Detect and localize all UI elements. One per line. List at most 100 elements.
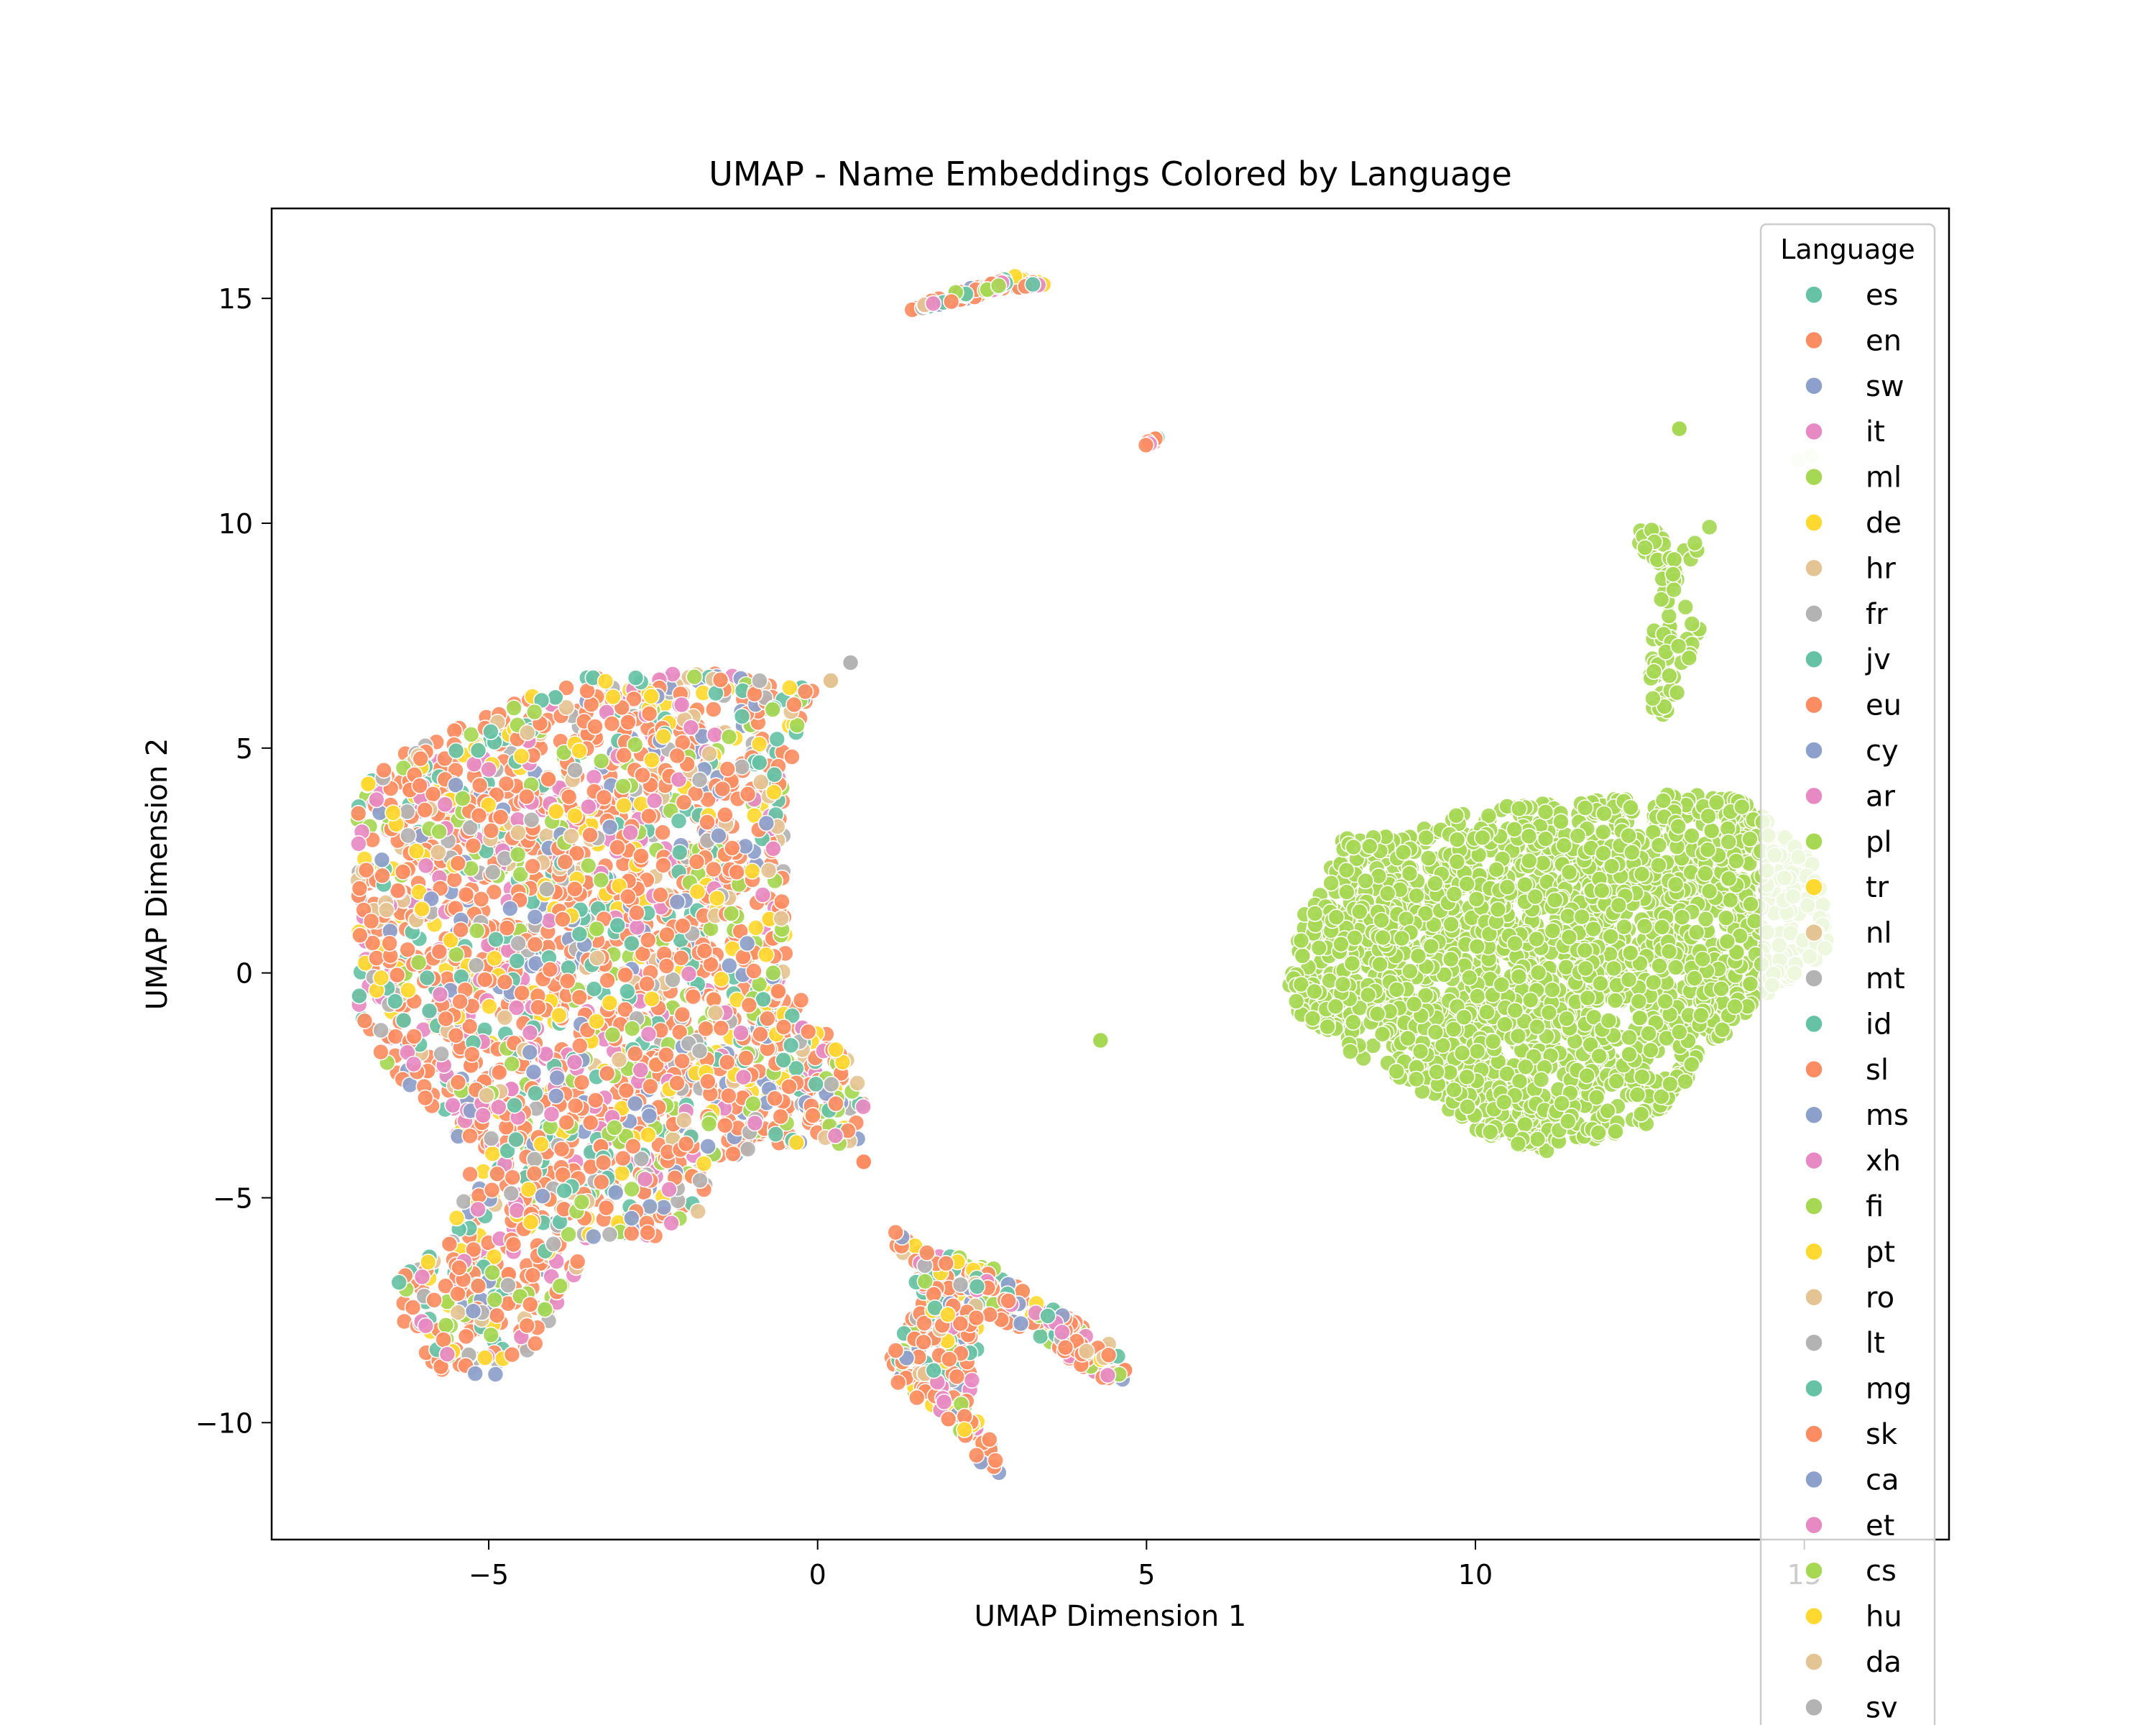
data-point <box>372 1043 390 1061</box>
data-point <box>592 1173 610 1191</box>
data-point <box>1077 1343 1095 1360</box>
data-point <box>476 1349 494 1366</box>
data-point <box>474 1107 492 1124</box>
data-point <box>714 780 732 798</box>
data-point <box>490 1064 508 1081</box>
data-point <box>400 981 417 999</box>
data-point <box>717 806 734 824</box>
data-point <box>482 1326 500 1344</box>
data-point <box>508 1202 526 1219</box>
data-point <box>566 1097 584 1115</box>
data-point <box>488 1307 506 1325</box>
data-point <box>941 1351 958 1368</box>
data-point <box>628 904 645 921</box>
data-point <box>1294 947 1312 965</box>
data-point <box>560 788 578 806</box>
data-point <box>712 1019 730 1037</box>
data-point <box>967 1446 985 1464</box>
data-point <box>359 775 377 793</box>
data-point <box>571 925 589 943</box>
data-point <box>700 1116 718 1133</box>
data-point <box>720 957 738 975</box>
data-point <box>614 778 632 795</box>
data-point <box>373 851 391 869</box>
data-point <box>562 827 580 845</box>
data-point <box>351 987 368 1005</box>
data-point <box>716 1117 734 1134</box>
data-point <box>586 1092 604 1109</box>
data-point <box>556 853 574 870</box>
data-point <box>356 1012 374 1030</box>
data-point <box>521 1296 539 1313</box>
data-point <box>673 696 691 714</box>
data-point <box>640 1107 658 1125</box>
data-point <box>643 751 660 769</box>
data-point <box>461 1127 479 1145</box>
data-point <box>887 1342 905 1359</box>
data-point <box>580 798 597 816</box>
data-point <box>680 965 698 983</box>
data-point <box>420 1002 438 1020</box>
data-point <box>671 844 688 861</box>
data-point <box>696 942 714 960</box>
data-point <box>733 707 751 725</box>
data-point <box>981 1431 998 1448</box>
data-point <box>374 867 391 885</box>
data-point <box>706 1004 724 1021</box>
data-point <box>416 801 434 819</box>
data-point <box>447 742 465 760</box>
data-point <box>447 1026 465 1044</box>
data-point <box>1683 1056 1700 1073</box>
data-point <box>419 1254 437 1271</box>
data-point <box>607 1184 625 1201</box>
data-point <box>738 934 756 952</box>
data-point <box>668 1075 686 1092</box>
data-point <box>485 883 503 901</box>
data-point <box>1304 1010 1322 1027</box>
data-point <box>1137 436 1155 454</box>
data-point <box>854 1098 872 1116</box>
data-point <box>674 917 691 934</box>
data-point <box>781 678 798 696</box>
data-point <box>518 724 536 742</box>
data-point <box>619 714 637 731</box>
data-point <box>571 1037 589 1054</box>
data-point <box>517 788 535 806</box>
data-point <box>407 842 425 860</box>
data-point <box>643 990 660 1008</box>
data-point <box>461 1165 479 1183</box>
data-point <box>400 827 417 845</box>
data-point <box>623 934 640 952</box>
data-point <box>553 1141 571 1158</box>
data-point <box>689 1202 707 1220</box>
data-point <box>386 993 404 1010</box>
data-point <box>350 835 367 852</box>
data-point <box>615 747 633 764</box>
chart-title: UMAP - Name Embeddings Colored by Langua… <box>709 155 1512 193</box>
data-point <box>987 1452 1004 1469</box>
data-point <box>566 880 584 898</box>
data-point <box>551 1277 569 1294</box>
data-point <box>775 1052 792 1069</box>
data-point <box>767 1126 785 1143</box>
data-point <box>508 952 526 970</box>
data-point <box>618 983 636 1000</box>
data-point <box>480 760 497 778</box>
data-point <box>963 1371 981 1389</box>
data-point <box>948 1368 966 1386</box>
data-point <box>849 1075 866 1092</box>
data-point <box>705 860 722 878</box>
data-point <box>691 771 709 788</box>
data-point <box>1677 1073 1694 1090</box>
data-point <box>502 1184 520 1202</box>
data-point <box>595 788 613 806</box>
data-point <box>765 783 783 801</box>
data-point <box>745 1095 762 1113</box>
data-point <box>1000 1292 1017 1310</box>
data-point <box>525 1063 543 1081</box>
data-point <box>640 1126 657 1144</box>
data-point <box>541 961 559 978</box>
data-point <box>1100 1346 1118 1364</box>
data-point <box>682 719 700 737</box>
data-point <box>547 803 565 820</box>
